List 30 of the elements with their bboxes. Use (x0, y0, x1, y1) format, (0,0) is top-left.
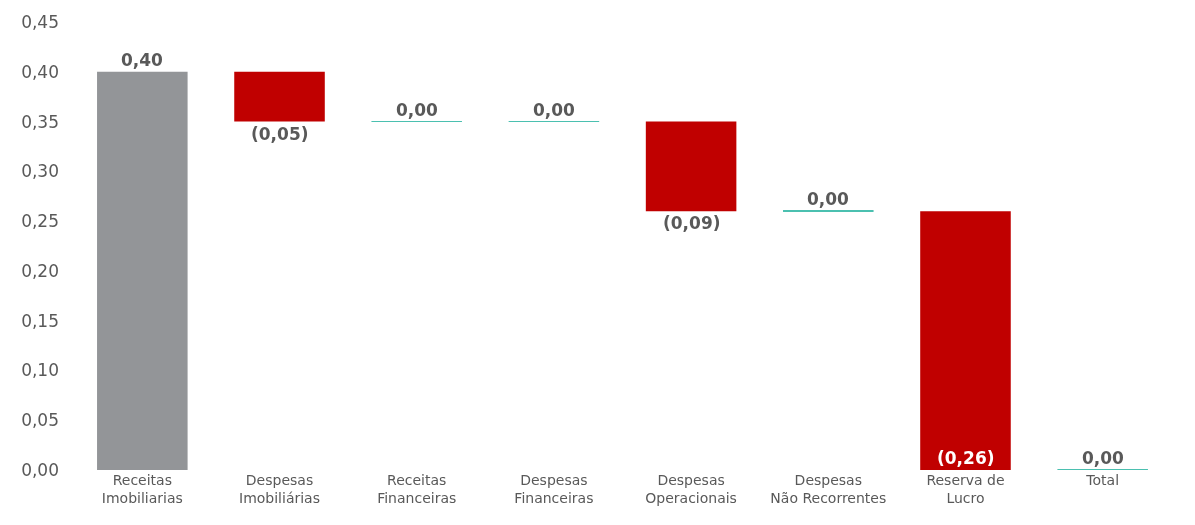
bar (234, 71, 325, 122)
y-tick-label: 0,05 (21, 410, 59, 431)
y-tick-label: 0,30 (21, 161, 59, 182)
bar (645, 121, 737, 212)
x-tick-label: Despesas Operacionais (645, 472, 737, 507)
data-label: 0,00 (396, 100, 439, 120)
y-tick-label: 0,10 (21, 360, 59, 381)
data-label: 0,40 (121, 50, 164, 70)
y-tick-label: 0,00 (21, 459, 59, 480)
x-tick-label: Total (1085, 472, 1120, 488)
x-tick-label: Despesas Não Recorrentes (770, 472, 887, 507)
y-tick-label: 0,15 (21, 310, 59, 331)
x-tick-label: Reserva de Lucro (926, 472, 1005, 507)
x-tick-label: Despesas Imobiliárias (239, 472, 321, 507)
y-tick-label: 0,45 (21, 11, 59, 32)
x-tick-label: Receitas Imobiliarias (101, 472, 183, 507)
data-label: 0,00 (807, 189, 850, 209)
data-label: (0,26) (937, 448, 995, 468)
y-tick-label: 0,40 (21, 61, 59, 82)
y-tick-label: 0,25 (21, 211, 59, 232)
bar (97, 71, 188, 470)
bar (920, 211, 1011, 470)
x-tick-label: Despesas Financeiras (514, 472, 594, 507)
y-tick-label: 0,35 (21, 111, 59, 132)
data-label: (0,09) (663, 213, 721, 233)
x-tick-label: Receitas Financeiras (377, 472, 457, 507)
data-label: 0,00 (533, 100, 576, 120)
y-tick-label: 0,20 (21, 260, 59, 281)
data-label: (0,05) (251, 124, 309, 144)
data-label: 0,00 (1082, 448, 1125, 468)
